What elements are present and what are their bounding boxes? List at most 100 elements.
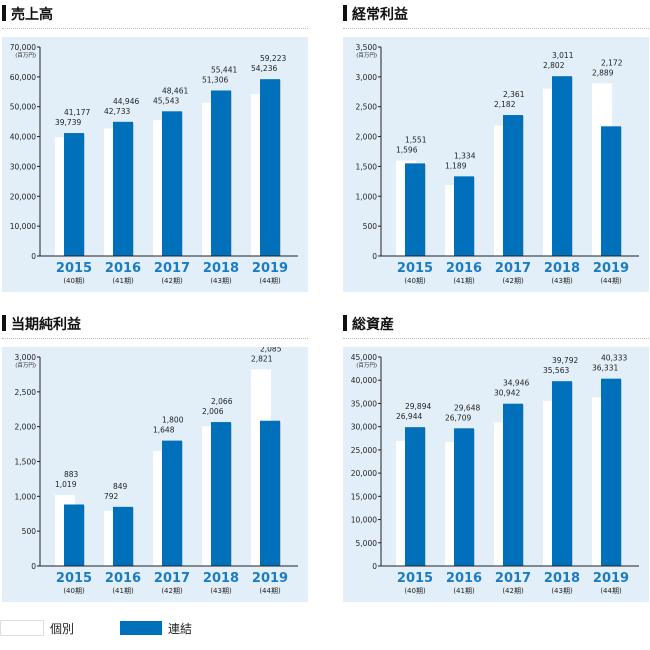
y-tick-label: 30,000: [351, 423, 377, 432]
data-label-consolidated: 44,946: [113, 97, 139, 106]
bar-consolidated: [162, 111, 182, 257]
y-tick-label: 50,000: [10, 103, 36, 112]
y-tick-label: 3,000: [356, 73, 378, 82]
bar-consolidated: [503, 115, 523, 256]
bar-consolidated: [454, 428, 474, 566]
y-tick-label: 500: [363, 222, 378, 231]
x-tick-label-year: 2019: [252, 571, 288, 586]
x-tick-label-year: 2015: [397, 571, 433, 586]
data-label-individual: 2,006: [202, 407, 224, 416]
data-label-individual: 45,543: [153, 96, 179, 105]
y-tick-label: 40,000: [10, 133, 36, 142]
x-tick-label-period: (42期): [502, 587, 524, 595]
y-tick-label: 3,000: [15, 353, 37, 362]
chart-title: 総資産: [343, 310, 649, 339]
data-label-consolidated: 3,011: [552, 51, 574, 60]
y-tick-label: 60,000: [10, 73, 36, 82]
bar-consolidated: [260, 79, 280, 256]
x-tick-label-period: (42期): [161, 277, 183, 285]
x-tick-label-year: 2016: [446, 261, 482, 276]
data-label-individual: 26,944: [396, 412, 422, 421]
data-label-consolidated: 29,894: [405, 402, 431, 411]
x-tick-label-period: (44期): [600, 587, 622, 595]
y-tick-label: 1,000: [356, 192, 378, 201]
x-tick-label-period: (40期): [404, 587, 426, 595]
data-label-individual: 54,236: [251, 64, 277, 73]
y-tick-label: 2,000: [356, 133, 378, 142]
bar-consolidated: [64, 504, 84, 566]
bar-consolidated: [405, 163, 425, 256]
chart-svg: 0 500 1,000 1,500 2,000 2,500 3,000(百万円) 8831,0…: [15, 347, 298, 595]
data-label-consolidated: 1,551: [405, 136, 427, 145]
data-label-consolidated: 29,648: [454, 403, 480, 412]
y-tick-label: 1,500: [15, 458, 37, 467]
bar-consolidated: [601, 126, 621, 256]
y-tick-label: 0: [372, 562, 377, 571]
legend-label-consolidated: 連結: [168, 621, 193, 636]
y-tick-label: 45,000: [351, 353, 377, 362]
bar-consolidated: [64, 133, 84, 256]
data-label-individual: 2,182: [494, 100, 516, 109]
x-tick-label-year: 2019: [593, 571, 629, 586]
data-label-individual: 42,733: [104, 107, 130, 116]
x-tick-label-year: 2018: [203, 571, 239, 586]
y-tick-label: 3,500: [356, 43, 378, 52]
x-tick-label-year: 2018: [544, 571, 580, 586]
y-tick-label: 0: [31, 562, 36, 571]
data-label-individual: 26,709: [445, 413, 471, 422]
x-tick-label-year: 2015: [56, 261, 92, 276]
bar-consolidated: [113, 506, 133, 566]
chart-title-text: 当期純利益: [11, 317, 81, 333]
x-tick-label-period: (41期): [112, 277, 134, 285]
data-label-consolidated: 48,461: [162, 86, 188, 95]
x-tick-label-year: 2018: [203, 261, 239, 276]
data-label-consolidated: 59,223: [260, 54, 286, 63]
y-tick-label: 35,000: [351, 399, 377, 408]
y-tick-label: 2,000: [15, 423, 37, 432]
data-label-individual: 2,889: [592, 68, 614, 77]
data-label-consolidated: 40,333: [601, 354, 627, 363]
x-tick-label-year: 2018: [544, 261, 580, 276]
data-label-consolidated: 883: [64, 470, 79, 479]
y-unit-label: (百万円): [15, 52, 36, 59]
chart-title-text: 経常利益: [352, 7, 408, 23]
y-tick-label: 5,000: [356, 539, 378, 548]
y-tick-label: 0: [31, 252, 36, 261]
y-tick-label: 2,500: [356, 103, 378, 112]
title-marker: [2, 315, 6, 331]
y-unit-label: (百万円): [356, 362, 377, 369]
x-tick-label-period: (43期): [210, 277, 232, 285]
x-tick-label-period: (44期): [259, 277, 281, 285]
chart-svg: 0 5,000 10,000 15,000 20,000 25,000 30,000 35,0…: [351, 353, 639, 595]
chart-title: 売上高: [2, 0, 308, 29]
chart-title-text: 総資産: [352, 317, 394, 333]
x-tick-label-period: (41期): [453, 587, 475, 595]
x-tick-label-year: 2017: [495, 261, 531, 276]
y-tick-label: 40,000: [351, 376, 377, 385]
x-tick-label-year: 2016: [105, 571, 141, 586]
y-tick-label: 1,000: [15, 492, 37, 501]
x-tick-label-year: 2016: [105, 261, 141, 276]
x-tick-label-year: 2015: [397, 261, 433, 276]
bar-consolidated: [552, 76, 572, 256]
y-tick-label: 10,000: [351, 516, 377, 525]
bar-consolidated: [503, 403, 523, 566]
data-label-consolidated: 849: [113, 482, 128, 491]
title-marker: [2, 5, 6, 21]
x-tick-label-year: 2017: [154, 261, 190, 276]
data-label-individual: 792: [104, 492, 119, 501]
x-tick-label-period: (40期): [63, 277, 85, 285]
data-label-consolidated: 55,441: [211, 65, 237, 74]
data-label-consolidated: 39,792: [552, 356, 578, 365]
chart-area: 0 5,000 10,000 15,000 20,000 25,000 30,000 35,0…: [343, 347, 649, 602]
bar-consolidated: [113, 121, 133, 257]
y-tick-label: 15,000: [351, 492, 377, 501]
legend: 個別 連結: [0, 620, 192, 636]
y-tick-label: 0: [372, 252, 377, 261]
bar-consolidated: [552, 381, 572, 566]
data-label-consolidated: 34,946: [503, 379, 529, 388]
x-tick-label-year: 2015: [56, 571, 92, 586]
x-tick-label-period: (42期): [502, 277, 524, 285]
y-tick-label: 2,500: [15, 388, 37, 397]
x-tick-label-year: 2019: [252, 261, 288, 276]
